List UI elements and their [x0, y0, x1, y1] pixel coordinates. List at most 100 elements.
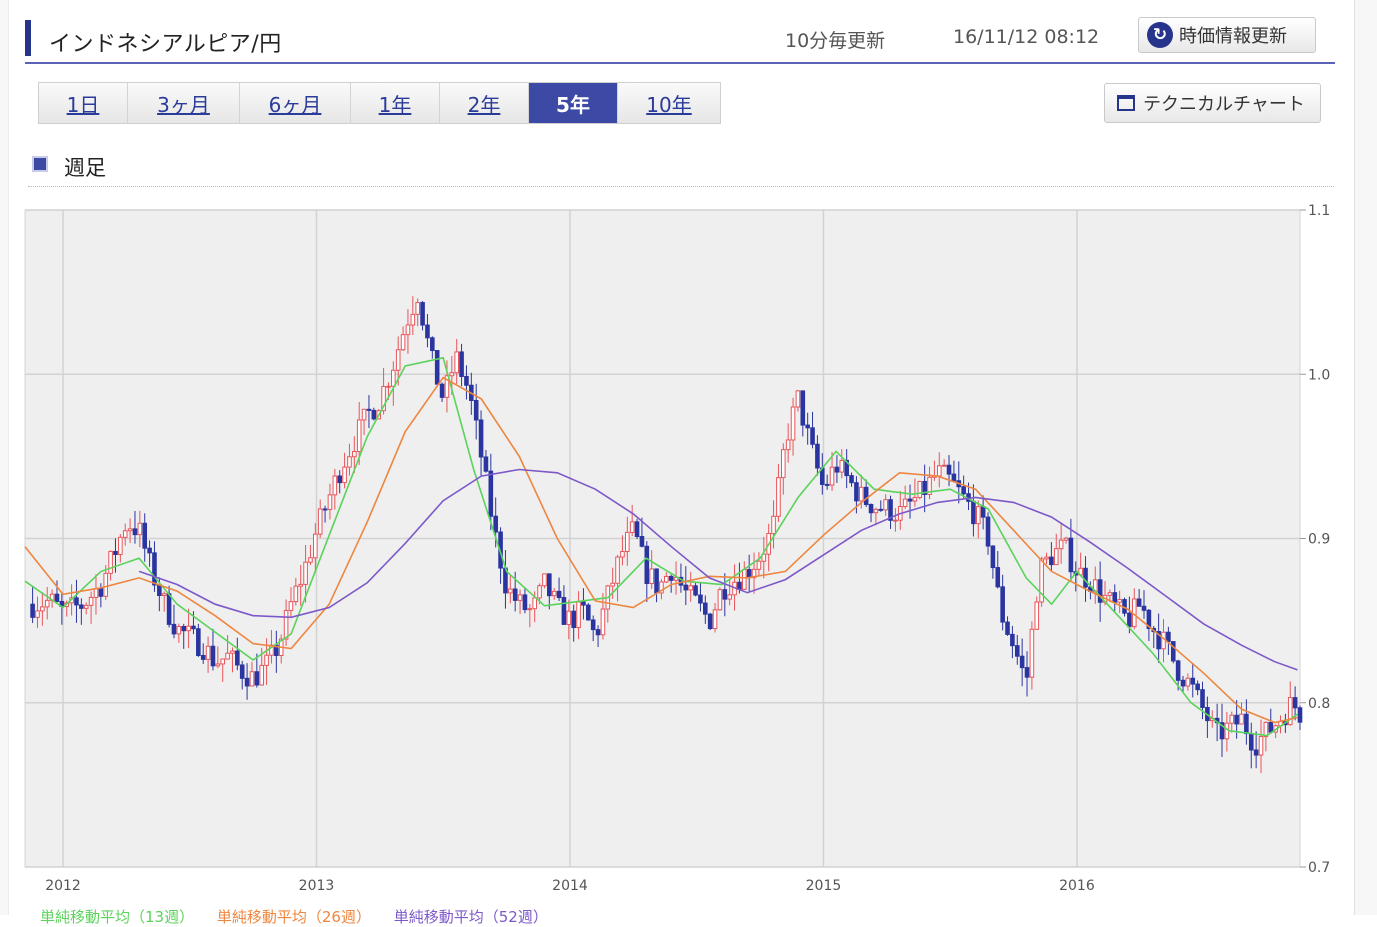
refresh-quote-label: 時価情報更新	[1179, 26, 1287, 47]
candle-body	[907, 498, 913, 502]
tab-10y[interactable]: 10年	[618, 83, 720, 123]
candle-body	[459, 351, 464, 377]
candle-body	[1229, 714, 1235, 724]
candle-body	[332, 475, 338, 496]
candle-body	[990, 545, 996, 569]
candle-body	[664, 575, 669, 583]
candle-body	[698, 594, 703, 604]
tab-1d[interactable]: 1日	[39, 83, 128, 123]
candle-body	[1010, 633, 1015, 647]
candle-body	[508, 588, 513, 594]
candle-body	[454, 351, 459, 374]
candle-body	[654, 568, 659, 594]
candle-body	[181, 625, 187, 632]
candle-body	[425, 324, 430, 339]
candle-body	[410, 313, 416, 326]
candle-body	[717, 589, 723, 611]
candle-body	[493, 515, 498, 533]
candle-body	[639, 536, 645, 547]
candle-body	[707, 613, 713, 630]
candle-body	[595, 629, 601, 636]
candle-body	[430, 337, 435, 352]
candle-body	[668, 575, 674, 581]
candle-body	[342, 466, 347, 484]
candle-body	[1239, 713, 1244, 725]
tab-1y[interactable]: 1年	[351, 83, 440, 123]
candle-body	[649, 568, 654, 584]
candle-body	[288, 601, 294, 611]
ma13-line	[24, 356, 1298, 737]
section-heading: 週足	[28, 150, 1334, 187]
candle-body	[132, 528, 138, 536]
candle-body	[1063, 537, 1069, 541]
candle-body	[644, 545, 650, 584]
candle-body	[205, 645, 211, 660]
candle-body	[537, 585, 542, 599]
x-tick-label: 2012	[45, 878, 81, 894]
candle-body	[1287, 697, 1293, 726]
candle-body	[1058, 539, 1064, 550]
candle-body	[829, 466, 835, 486]
candle-body	[1127, 612, 1132, 628]
candle-body	[776, 477, 781, 517]
candle-body	[625, 531, 630, 552]
candle-body	[386, 385, 391, 388]
candle-body	[79, 604, 84, 609]
candle-body	[478, 419, 484, 458]
candle-body	[225, 652, 230, 660]
candle-body	[800, 390, 806, 426]
candle-body	[756, 560, 762, 570]
candle-body	[610, 582, 615, 587]
candle-body	[985, 516, 991, 547]
candle-body	[395, 349, 401, 371]
candle-body	[157, 584, 162, 597]
candle-body	[761, 553, 767, 562]
candle-body	[581, 601, 586, 606]
gridlines	[25, 209, 1300, 868]
y-axis-ticks: 1.1 1.0 0.9 0.8 0.7	[1300, 203, 1330, 876]
candle-body	[191, 625, 196, 630]
candle-body	[1156, 631, 1161, 650]
candle-body	[313, 533, 318, 559]
refresh-quote-button[interactable]: ↻ 時価情報更新	[1138, 17, 1316, 53]
candle-body	[166, 593, 172, 625]
candle-body	[1146, 609, 1152, 629]
candle-body	[512, 588, 518, 601]
x-tick-label: 2016	[1059, 878, 1095, 894]
candle-body	[883, 499, 888, 511]
x-tick-label: 2013	[299, 878, 335, 894]
candle-body	[1200, 689, 1205, 708]
update-frequency: 10分毎更新	[785, 30, 886, 52]
candle-body	[615, 556, 620, 584]
page-title: インドネシアルピア/円	[49, 32, 282, 57]
tab-6m[interactable]: 6ヶ月	[240, 83, 351, 123]
candle-body	[888, 499, 893, 521]
candle-body	[88, 596, 94, 606]
candle-body	[571, 610, 576, 629]
tab-2y[interactable]: 2年	[440, 83, 529, 123]
tab-3m[interactable]: 3ヶ月	[128, 83, 240, 123]
candle-body	[634, 521, 640, 538]
candle-body	[274, 644, 279, 656]
weekly-price-chart: 1.1 1.0 0.9 0.8 0.7 2012 2013 2014 2015 2016	[0, 195, 1354, 915]
candle-body	[532, 597, 537, 610]
candle-body	[259, 664, 265, 686]
technical-chart-button[interactable]: テクニカルチャート	[1104, 83, 1321, 123]
candle-body	[1117, 599, 1122, 603]
candle-body	[1253, 749, 1259, 756]
candle-body	[951, 473, 957, 482]
candle-body	[488, 470, 494, 517]
x-tick-label: 2015	[806, 878, 842, 894]
candle-body	[517, 594, 523, 601]
candle-body	[142, 522, 148, 549]
tab-5y[interactable]: 5年	[529, 83, 618, 123]
candle-body	[1175, 660, 1181, 681]
candle-body	[293, 585, 299, 603]
section-square-icon	[32, 156, 48, 172]
candle-body	[171, 623, 177, 635]
refresh-icon: ↻	[1147, 22, 1173, 48]
candle-body	[108, 550, 113, 574]
candle-body	[1005, 621, 1010, 635]
candle-body	[405, 324, 411, 336]
